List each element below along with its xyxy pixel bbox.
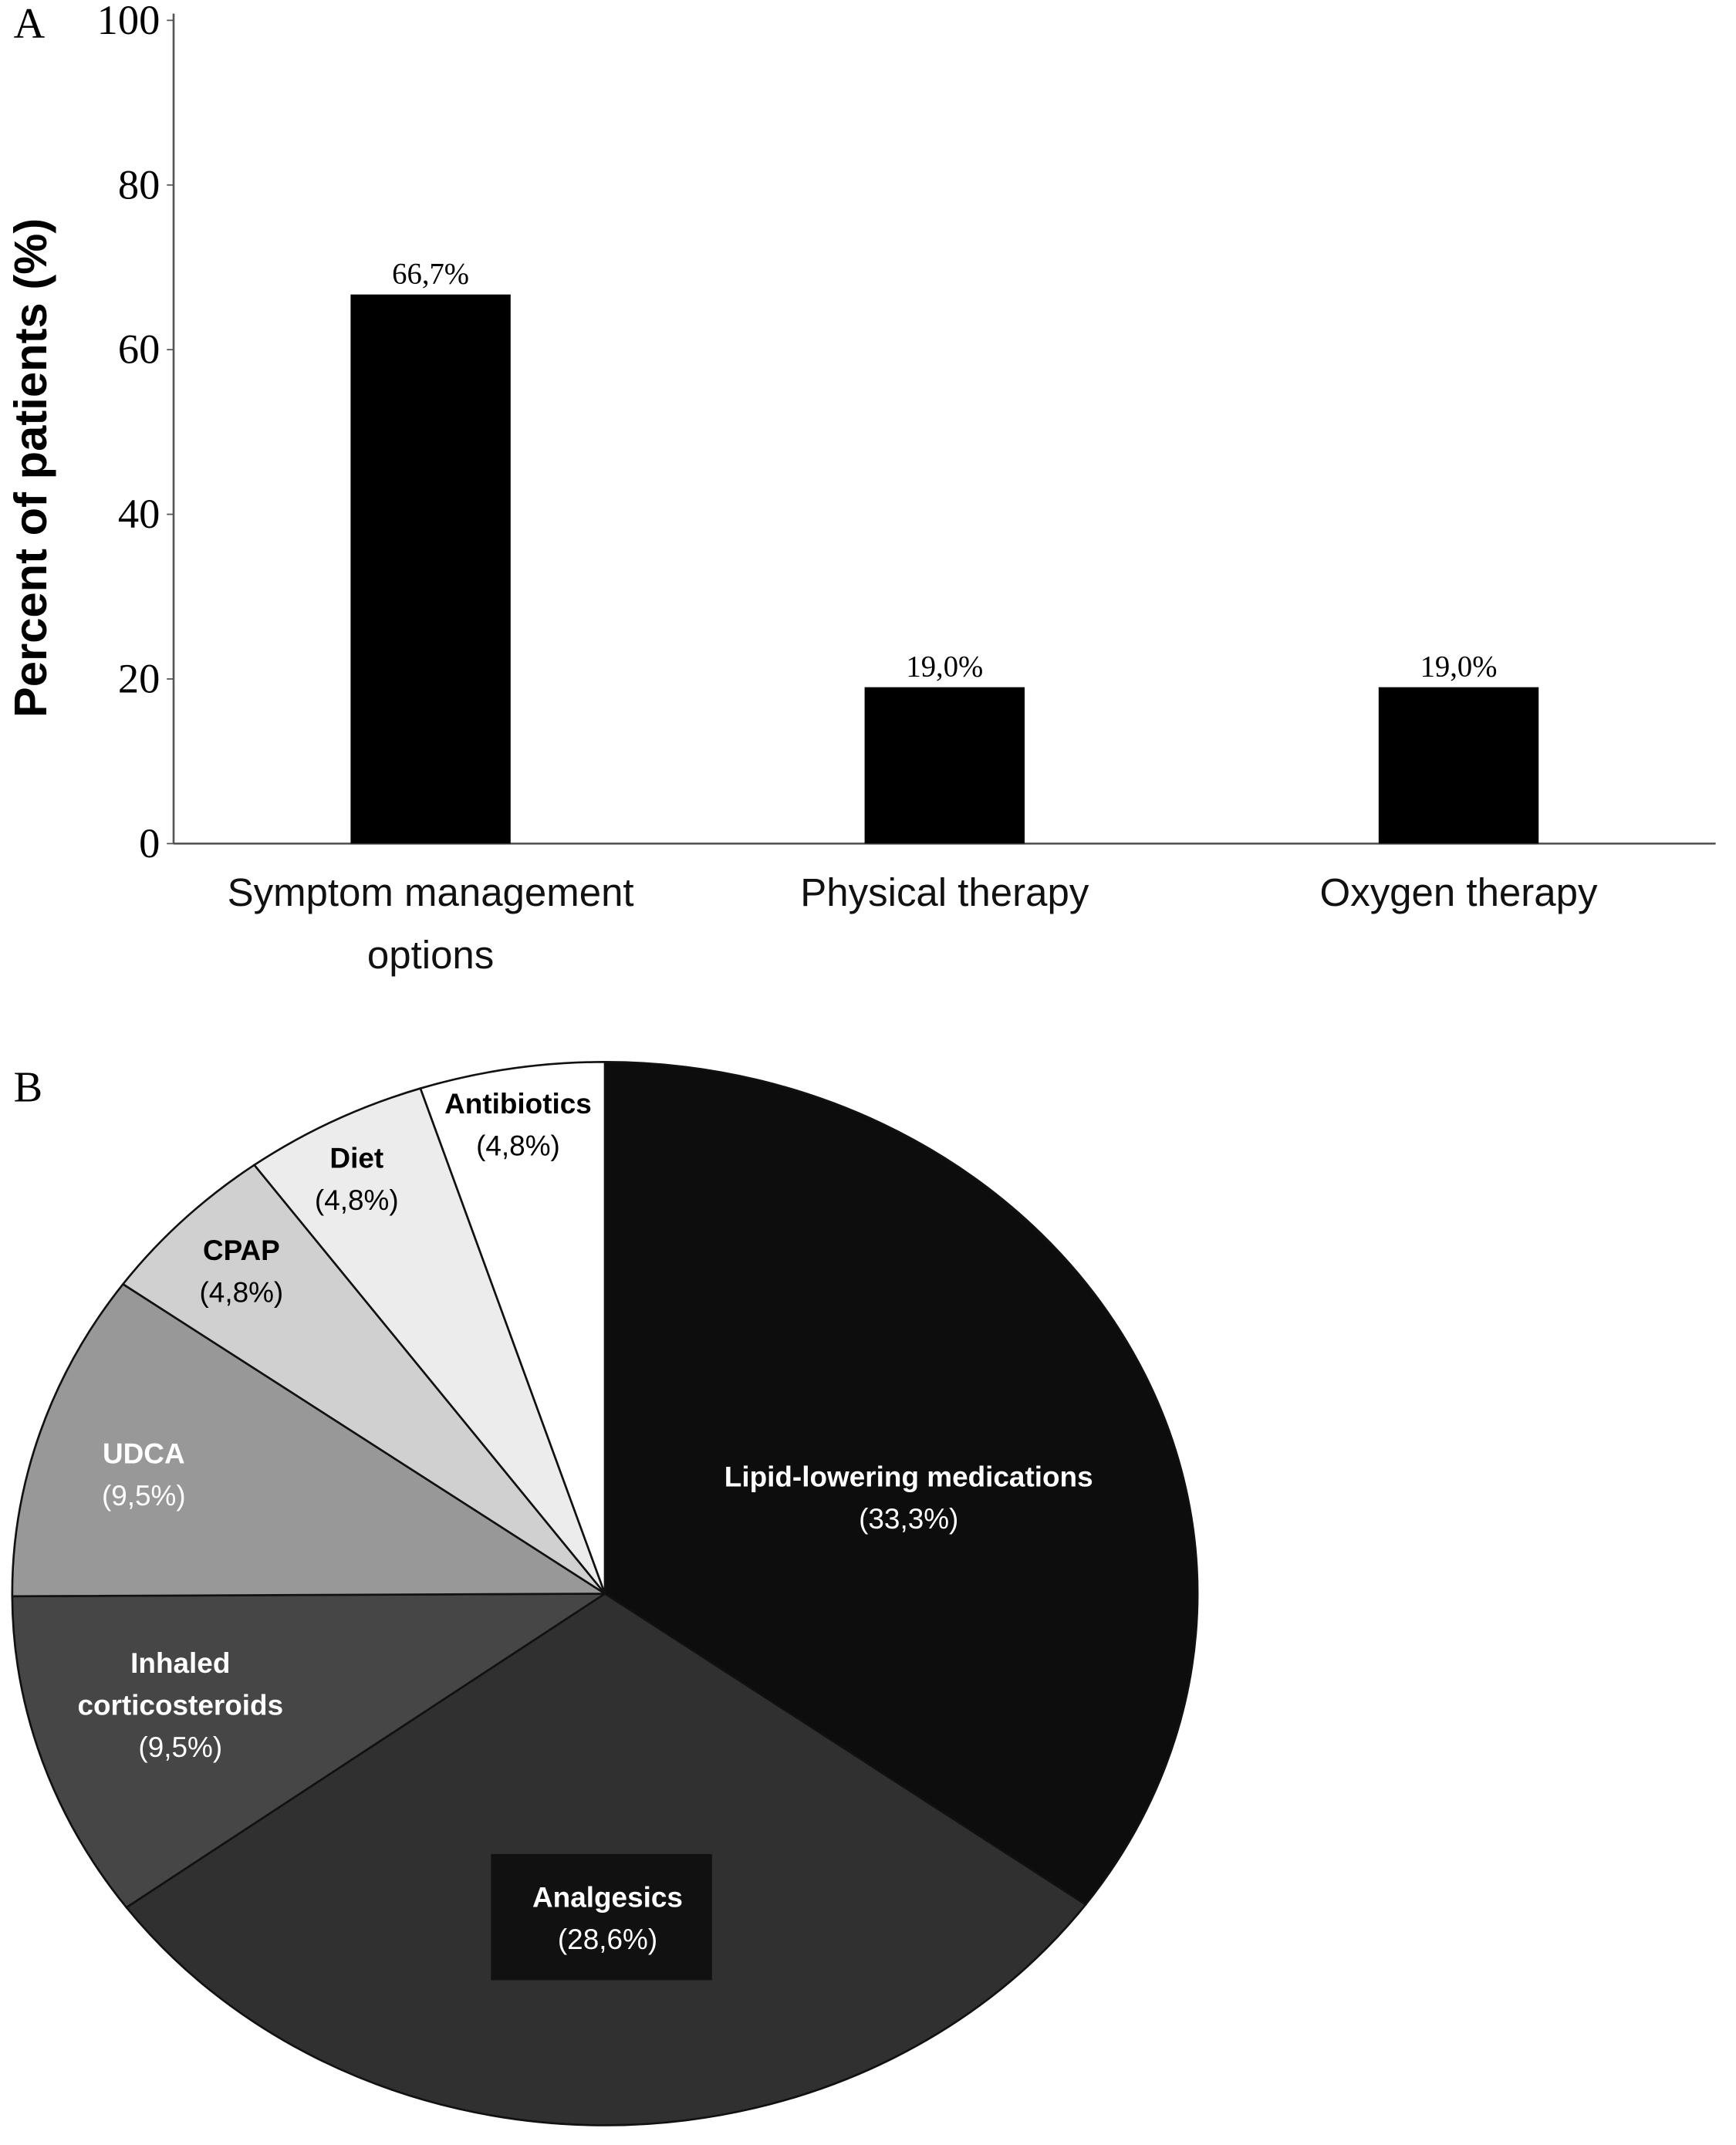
pie-label: CPAP (4,8%) (11, 1230, 472, 1314)
panel-label: B (14, 1063, 43, 1111)
slice-value: (4,8%) (314, 1185, 399, 1217)
x-tick-label: Oxygen therapy (1319, 872, 1598, 916)
pie-slice (11, 1282, 609, 1598)
pie-label: Analgesics (28,6%) (377, 1877, 839, 1961)
slice-name: Lipid-lowering medications (724, 1461, 1093, 1494)
x-tick-label: Symptom management options (227, 872, 634, 978)
y-tick-label: 100 (97, 0, 160, 43)
slice-name: Inhaled corticosteroids (77, 1648, 284, 1722)
y-tick-label: 0 (139, 819, 160, 866)
y-axis-title: Percent of patients (%) (5, 218, 56, 718)
y-tick-label: 60 (118, 326, 160, 373)
value-label: 19,0% (906, 651, 983, 684)
slice-name: Diet (329, 1143, 384, 1175)
slice-name: UDCA (102, 1439, 185, 1471)
y-tick-label: 20 (118, 655, 160, 702)
y-tick-label: 80 (118, 160, 160, 208)
pie-slice (419, 1061, 606, 1594)
slice-name: Antibiotics (444, 1089, 592, 1120)
bar (350, 294, 511, 844)
y-tick-label: 40 (118, 490, 160, 537)
value-label: 66,7% (392, 258, 469, 291)
pie-label: Antibiotics (4,8%) (288, 1083, 749, 1167)
pie-label: Diet (4,8%) (126, 1138, 587, 1222)
pie-slice (121, 1164, 606, 1595)
pie-label: Lipid-lowering medications (33,3%) (678, 1457, 1140, 1541)
label-box (491, 1853, 712, 1981)
x-tick-label: Physical therapy (800, 872, 1089, 916)
slice-name: Analgesics (532, 1882, 683, 1914)
slice-value: (4,8%) (199, 1277, 284, 1309)
slice-value: (33,3%) (859, 1504, 959, 1535)
slice-name: CPAP (202, 1235, 280, 1267)
slice-value: (9,5%) (138, 1732, 223, 1765)
pie-label: UDCA (9,5%) (0, 1434, 374, 1518)
panel-label: A (14, 0, 46, 48)
pie-slice (603, 1061, 1199, 1907)
bar (864, 687, 1025, 844)
value-label: 19,0% (1420, 651, 1498, 684)
slice-value: (4,8%) (476, 1131, 560, 1163)
slice-value: (9,5%) (101, 1481, 186, 1512)
bar (1378, 687, 1539, 844)
pie-label: Inhaled corticosteroids (9,5%) (52, 1643, 309, 1769)
pie-slice (11, 1593, 609, 1909)
pie-slice (252, 1086, 606, 1595)
slice-value: (28,6%) (557, 1924, 658, 1956)
